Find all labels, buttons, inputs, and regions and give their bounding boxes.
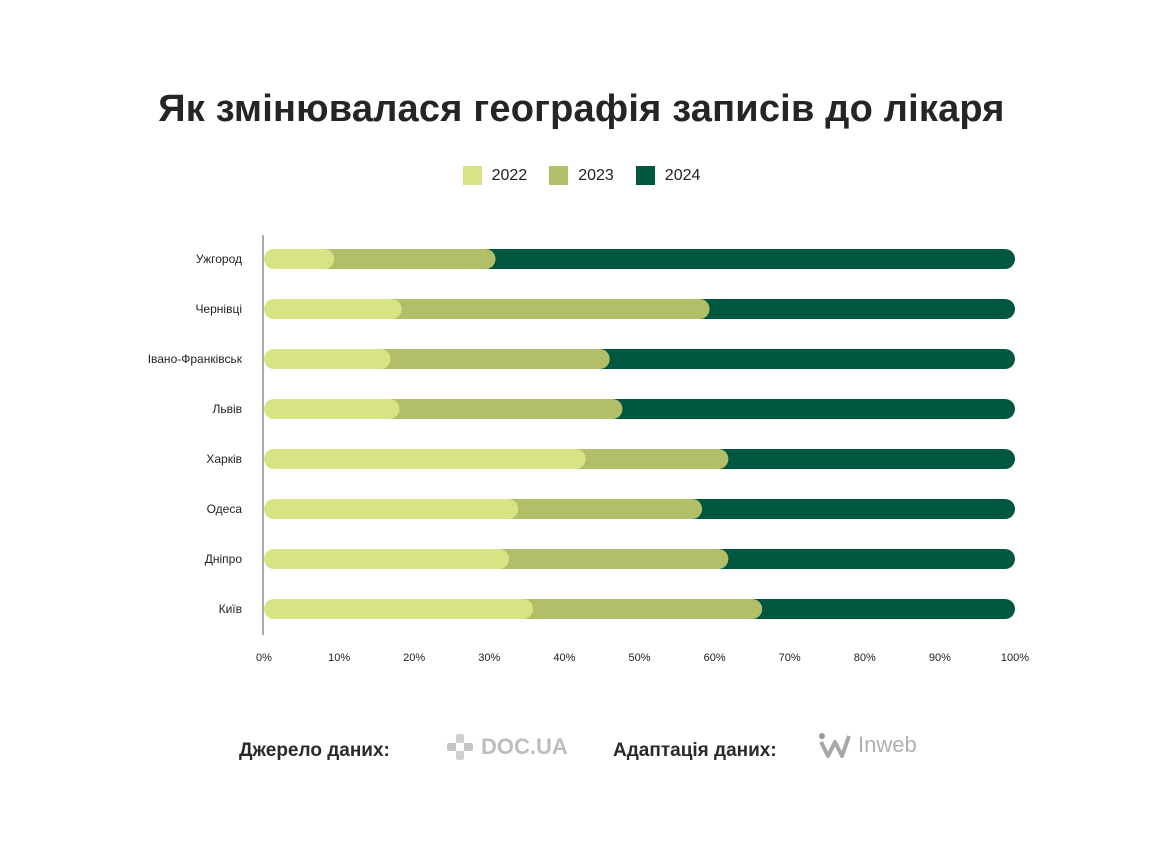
bar-segment-2023: [389, 399, 613, 419]
doc-ua-logo-text: DOC.UA: [481, 734, 568, 759]
bar-segment-2023: [380, 349, 600, 369]
inweb-logo-text: Inweb: [858, 732, 917, 757]
source-label: Джерело даних:: [239, 740, 390, 761]
x-tick-label: 50%: [628, 652, 650, 664]
bar-segment-cap-2022: [314, 249, 335, 269]
legend-label-2023: 2023: [578, 166, 614, 184]
bar-segment-2022: [264, 549, 500, 569]
bar-segment-2022: [264, 349, 381, 369]
bar-segment-2022: [264, 249, 325, 269]
bar-segment-cap-2022: [513, 599, 534, 619]
bar-segment-cap-2023: [589, 349, 610, 369]
category-label: Ужгород: [196, 252, 242, 266]
bar-segment-2022: [264, 399, 390, 419]
x-tick-label: 0%: [256, 652, 272, 664]
legend-label-2022: 2022: [491, 166, 528, 184]
bar-segment-cap-2022: [498, 499, 519, 519]
inweb-logo-icon: [819, 733, 851, 758]
x-tick-label: 90%: [929, 652, 951, 664]
footer: Джерело даних: DOC.UA Адаптація даних: I…: [0, 728, 1163, 772]
inweb-logo: Inweb: [818, 732, 917, 758]
bar-segment-cap-2023: [602, 399, 623, 419]
bar-segment-2024: [718, 449, 1015, 469]
x-tick-label: 40%: [553, 652, 575, 664]
category-label: Львів: [212, 402, 242, 416]
bar-row: [264, 499, 1015, 519]
legend-label-2024: 2024: [664, 166, 701, 184]
legend-swatch-2024: [635, 166, 655, 185]
bar-segment-2023: [575, 449, 719, 469]
bar-segment-2024: [612, 399, 1015, 419]
chart-title: Як змінювалася географія записів до ліка…: [158, 88, 1005, 130]
legend-swatch-2022: [462, 166, 482, 185]
category-label: Чернівці: [195, 302, 242, 316]
x-tick-label: 70%: [779, 652, 801, 664]
x-tick-label: 10%: [328, 652, 350, 664]
legend-item-2022: 2022: [462, 166, 528, 185]
stacked-bar-chart: Ужгород Чернівці Івано-Франківськ Львів Харк…: [148, 235, 1029, 664]
bar-segment-2024: [692, 499, 1015, 519]
bar-segment-cap-2023: [475, 249, 496, 269]
bar-segment-2023: [499, 549, 719, 569]
x-tick-label: 30%: [478, 652, 500, 664]
bar-segment-cap-2023: [742, 599, 763, 619]
bar-row: [264, 399, 1015, 419]
bar-segment-cap-2023: [708, 449, 729, 469]
bar-segment-2024: [752, 599, 1015, 619]
bar-segment-cap-2022: [370, 349, 391, 369]
bar-row: [264, 549, 1015, 569]
doc-ua-logo: DOC.UA: [445, 732, 568, 762]
bar-segment-2022: [264, 599, 524, 619]
bar-row: [264, 449, 1015, 469]
legend-item-2023: 2023: [549, 166, 614, 185]
bar-segment-2024: [599, 349, 1015, 369]
bar-row: [264, 599, 1015, 619]
category-label: Одеса: [207, 502, 243, 516]
bar-row: [264, 249, 1015, 269]
bar-segment-2023: [508, 499, 693, 519]
x-tick-label: 20%: [403, 652, 425, 664]
bar-segment-2022: [264, 499, 509, 519]
category-label: Київ: [219, 602, 242, 616]
category-label: Івано-Франківськ: [148, 352, 243, 366]
x-tick-label: 60%: [704, 652, 726, 664]
x-tick-label: 100%: [1001, 652, 1029, 664]
bar-row: [264, 349, 1015, 369]
category-label: Харків: [206, 452, 242, 466]
adaptation-label: Адаптація даних:: [613, 740, 777, 761]
bar-segment-cap-2022: [379, 399, 400, 419]
bar-segment-2024: [485, 249, 1015, 269]
bar-segment-cap-2023: [682, 499, 703, 519]
bar-segment-cap-2022: [489, 549, 510, 569]
bar-row: [264, 299, 1015, 319]
legend-swatch-2023: [549, 166, 569, 185]
x-tick-label: 80%: [854, 652, 876, 664]
legend: 2022 2023 2024: [0, 166, 1163, 185]
bar-segment-cap-2023: [708, 549, 729, 569]
bar-segment-2022: [264, 299, 392, 319]
bar-segment-cap-2022: [565, 449, 586, 469]
bar-segment-cap-2022: [381, 299, 402, 319]
bar-segment-2023: [324, 249, 486, 269]
bar-segment-2024: [699, 299, 1015, 319]
bar-segment-2023: [523, 599, 753, 619]
legend-item-2024: 2024: [635, 166, 701, 185]
category-label: Дніпро: [205, 552, 243, 566]
bar-segment-2023: [391, 299, 700, 319]
bar-segment-2022: [264, 449, 576, 469]
bar-segment-2024: [718, 549, 1015, 569]
doc-ua-logo-icon: [447, 734, 473, 760]
bar-segment-cap-2023: [689, 299, 710, 319]
